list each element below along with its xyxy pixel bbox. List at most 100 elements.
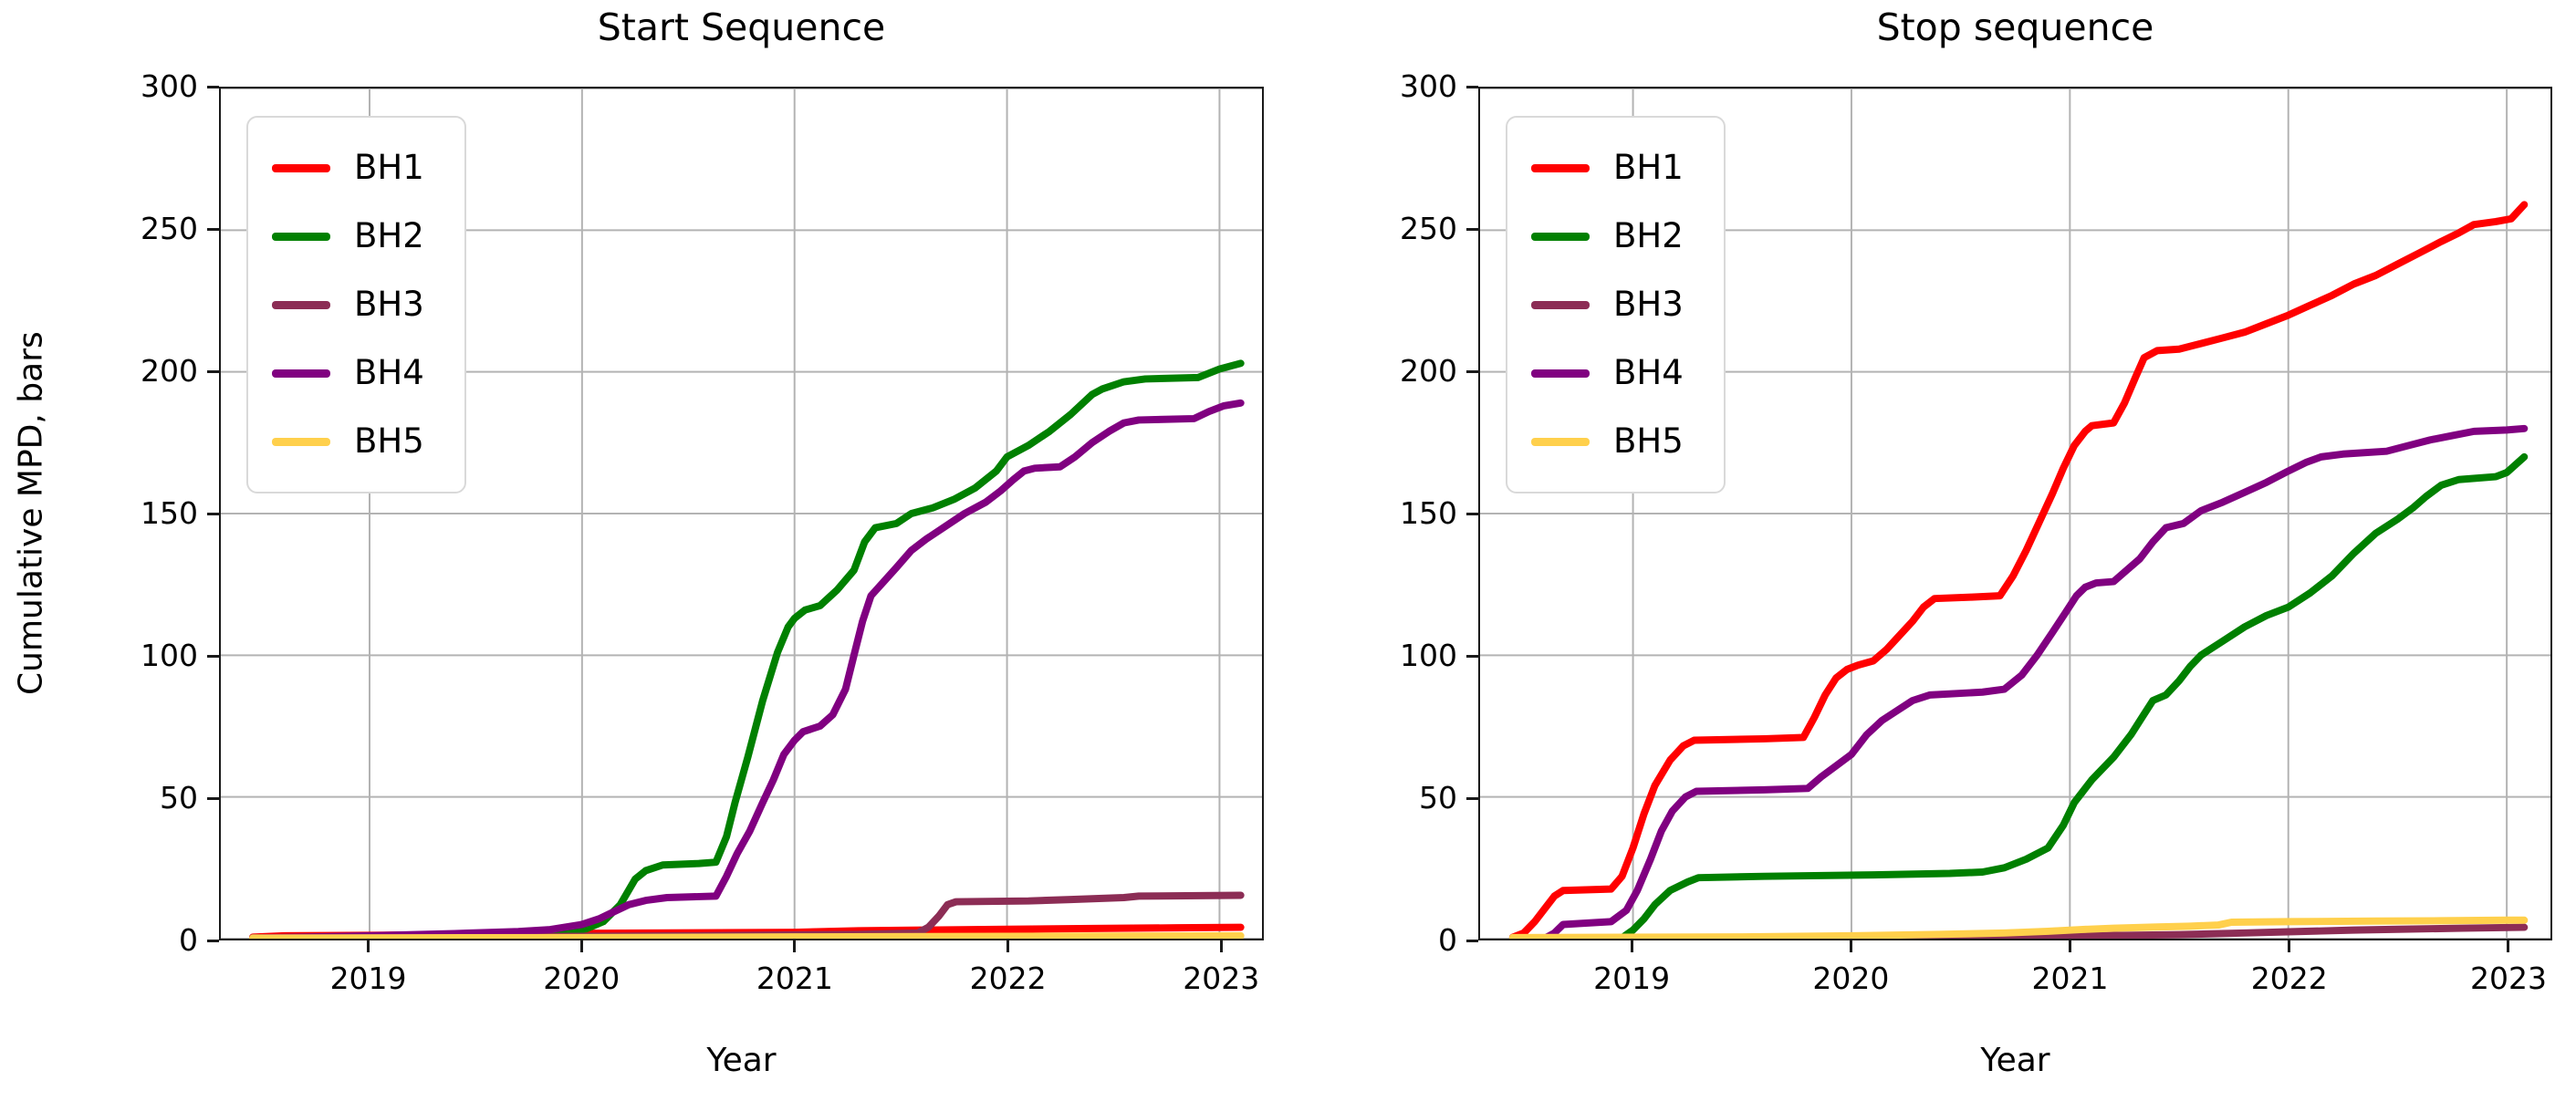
x-tick-label-2023: 2023: [2469, 961, 2547, 996]
legend-swatch-bh4: [272, 369, 330, 378]
y-tick-250: [1466, 227, 1478, 231]
x-tick-label-2019: 2019: [1593, 961, 1671, 996]
legend-swatch-bh5: [1531, 437, 1590, 446]
series-line-bh3: [248, 891, 1245, 939]
y-axis-label: Cumulative MPD, bars: [12, 331, 50, 696]
x-tick-label-2020: 2020: [1812, 961, 1890, 996]
legend-label-bh3: BH3: [1613, 285, 1684, 324]
y-tick-label-250: 250: [1400, 211, 1457, 246]
y-tick-300: [207, 85, 219, 88]
series-line-bh5: [248, 931, 1245, 939]
legend-item-bh5: BH5: [1531, 422, 1684, 461]
y-tick-50: [207, 796, 219, 800]
legend-item-bh1: BH1: [272, 149, 424, 187]
x-tick-label-2021: 2021: [2031, 961, 2109, 996]
y-tick-label-50: 50: [160, 780, 198, 815]
axes: BH1 BH2 BH3 BH4 BH5: [219, 87, 1264, 940]
y-tick-0: [1466, 939, 1478, 942]
y-tick-label-200: 200: [141, 353, 198, 389]
series-line-bh3: [1508, 923, 2529, 939]
legend-label-bh4: BH4: [354, 353, 424, 392]
y-tick-150: [1466, 512, 1478, 515]
x-tick-2020: [579, 940, 583, 952]
legend-swatch-bh2: [1531, 232, 1590, 241]
series-line-bh2: [259, 359, 1245, 939]
y-tick-label-250: 250: [141, 211, 198, 246]
legend-item-bh4: BH4: [272, 354, 424, 392]
legend-swatch-bh3: [272, 300, 330, 309]
x-tick-label-2021: 2021: [756, 961, 833, 996]
x-tick-2021: [2069, 940, 2072, 952]
x-tick-2022: [2288, 940, 2291, 952]
y-tick-label-300: 300: [141, 68, 198, 104]
legend-label-bh1: BH1: [354, 148, 424, 187]
x-axis-label: Year: [1980, 1042, 2050, 1079]
legend-swatch-bh4: [1531, 369, 1590, 378]
series-line-bh1: [1508, 201, 2529, 939]
y-tick-100: [1466, 654, 1478, 658]
y-tick-150: [207, 512, 219, 515]
axes: BH1 BH2 BH3 BH4 BH5: [1478, 87, 2552, 940]
legend-item-bh3: BH3: [1531, 286, 1684, 324]
y-tick-label-300: 300: [1400, 68, 1457, 104]
legend-swatch-bh2: [272, 232, 330, 241]
x-tick-label-2022: 2022: [969, 961, 1047, 996]
legend-swatch-bh5: [272, 437, 330, 446]
y-tick-label-200: 200: [1400, 353, 1457, 389]
legend-swatch-bh3: [1531, 300, 1590, 309]
y-tick-label-0: 0: [1438, 922, 1457, 958]
legend-label-bh3: BH3: [354, 285, 424, 324]
y-tick-200: [207, 369, 219, 373]
series-line-bh2: [1618, 452, 2529, 939]
plot-title: Start Sequence: [597, 5, 886, 49]
x-tick-2019: [367, 940, 370, 952]
legend-label-bh1: BH1: [1613, 148, 1684, 187]
y-tick-label-0: 0: [179, 922, 198, 958]
plot-canvas: [1480, 88, 2550, 939]
legend: BH1 BH2 BH3 BH4 BH5: [1506, 116, 1726, 493]
x-tick-2023: [2507, 940, 2510, 952]
legend-item-bh2: BH2: [1531, 217, 1684, 255]
x-tick-label-2020: 2020: [543, 961, 621, 996]
y-tick-label-100: 100: [1400, 638, 1457, 673]
legend-item-bh5: BH5: [272, 422, 424, 461]
x-tick-label-2022: 2022: [2250, 961, 2328, 996]
legend: BH1 BH2 BH3 BH4 BH5: [246, 116, 466, 493]
y-tick-label-50: 50: [1419, 780, 1457, 815]
y-tick-label-100: 100: [141, 638, 198, 673]
y-tick-250: [207, 227, 219, 231]
series-line-bh4: [1541, 424, 2529, 939]
x-tick-2019: [1630, 940, 1633, 952]
legend-item-bh1: BH1: [1531, 149, 1684, 187]
y-tick-label-150: 150: [141, 495, 198, 531]
plot-title: Stop sequence: [1876, 5, 2154, 49]
y-tick-300: [1466, 85, 1478, 88]
series-line-bh5: [1508, 916, 2529, 939]
plot-canvas: [221, 88, 1262, 939]
legend-swatch-bh1: [1531, 163, 1590, 172]
legend-swatch-bh1: [272, 163, 330, 172]
y-tick-0: [207, 939, 219, 942]
legend-item-bh2: BH2: [272, 217, 424, 255]
x-tick-label-2019: 2019: [329, 961, 407, 996]
x-tick-label-2023: 2023: [1183, 961, 1260, 996]
x-tick-2022: [1006, 940, 1010, 952]
x-tick-2020: [1849, 940, 1852, 952]
legend-label-bh2: BH2: [1613, 216, 1684, 255]
x-tick-2023: [1219, 940, 1223, 952]
legend-label-bh5: BH5: [354, 421, 424, 461]
y-tick-100: [207, 654, 219, 658]
legend-label-bh4: BH4: [1613, 353, 1684, 392]
y-tick-200: [1466, 369, 1478, 373]
y-tick-label-150: 150: [1400, 495, 1457, 531]
x-tick-2021: [793, 940, 797, 952]
legend-label-bh5: BH5: [1613, 421, 1684, 461]
series-line-bh4: [259, 399, 1245, 939]
legend-item-bh4: BH4: [1531, 354, 1684, 392]
x-axis-label: Year: [706, 1042, 777, 1079]
y-tick-50: [1466, 796, 1478, 800]
legend-item-bh3: BH3: [272, 286, 424, 324]
